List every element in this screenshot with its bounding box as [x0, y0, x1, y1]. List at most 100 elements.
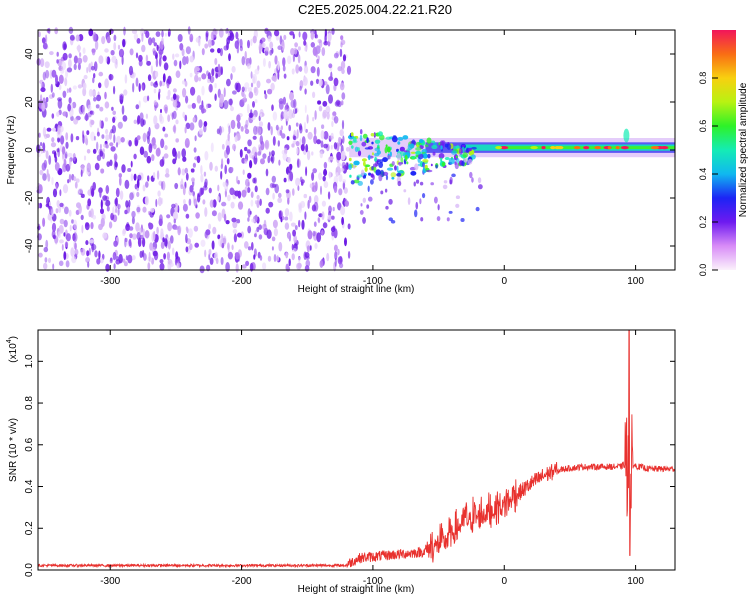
noise-blob — [227, 35, 232, 41]
noise-blob — [222, 237, 227, 245]
noise-blob — [166, 95, 171, 100]
noise-blob — [311, 172, 315, 181]
noise-blob — [181, 48, 185, 57]
noise-blob — [299, 125, 303, 134]
noise-blob — [337, 248, 340, 256]
onset-blob — [400, 156, 404, 164]
noise-blob — [147, 135, 150, 145]
noise-blob — [138, 100, 141, 109]
colorbar-ticks: 0.0 0.2 0.4 0.6 0.8 — [698, 72, 718, 276]
noise-blob — [41, 162, 47, 171]
noise-blob — [50, 83, 53, 93]
noise-blob — [90, 131, 95, 142]
noise-blob — [167, 114, 171, 122]
noise-blob — [164, 173, 170, 178]
onset-blob-low — [454, 162, 459, 170]
noise-blob — [47, 27, 51, 35]
noise-blob — [272, 111, 278, 121]
noise-blob — [160, 108, 162, 114]
noise-blob — [250, 71, 253, 79]
noise-blob — [153, 143, 157, 150]
noise-blob — [45, 97, 49, 103]
noise-blob — [306, 114, 309, 124]
noise-blob — [244, 82, 250, 90]
signal-peak — [660, 146, 669, 150]
noise-blob — [135, 104, 140, 110]
noise-blob — [136, 38, 141, 44]
noise-blob — [201, 100, 204, 109]
noise-blob — [138, 59, 143, 67]
noise-blob — [59, 202, 64, 208]
noise-blob — [147, 74, 152, 82]
noise-blob — [321, 211, 325, 221]
noise-blob — [326, 111, 330, 120]
noise-blob — [196, 193, 201, 203]
signal-peak — [607, 146, 611, 150]
onset-blob — [370, 179, 374, 185]
noise-blob — [217, 184, 220, 192]
noise-blob — [128, 238, 132, 247]
noise-blob — [135, 222, 140, 232]
noise-blob — [167, 75, 172, 85]
noise-blob — [57, 124, 61, 135]
noise-blob — [211, 210, 217, 217]
noise-blob — [174, 151, 178, 161]
noise-blob — [63, 219, 68, 228]
noise-blob — [274, 55, 278, 65]
onset-blob — [370, 173, 374, 178]
noise-blob — [72, 85, 77, 90]
noise-blob — [38, 184, 43, 194]
noise-blob — [73, 219, 78, 230]
noise-blob — [182, 111, 185, 119]
noise-blob — [137, 237, 142, 247]
noise-blob — [267, 35, 272, 42]
colorbar-label: Normalized spectral amplitude — [738, 82, 749, 217]
noise-blob — [292, 140, 297, 145]
noise-blob — [293, 98, 297, 109]
noise-blob — [242, 97, 248, 103]
noise-blob — [342, 135, 345, 144]
noise-blob — [337, 136, 342, 144]
noise-blob — [323, 161, 328, 169]
noise-blob — [230, 106, 234, 112]
noise-blob — [161, 37, 164, 45]
noise-blob — [102, 148, 105, 153]
noise-blob — [337, 202, 342, 211]
noise-blob — [305, 166, 308, 177]
onset-blob-low — [449, 179, 452, 185]
noise-blob — [267, 88, 273, 95]
noise-blob — [48, 257, 51, 264]
noise-blob — [69, 34, 75, 41]
noise-blob — [279, 129, 283, 136]
onset-blob-low — [471, 177, 474, 183]
noise-blob — [333, 77, 339, 87]
noise-blob — [99, 258, 104, 264]
onset-blob-low — [403, 189, 407, 193]
onset-blob-low — [419, 198, 422, 205]
onset-blob-low — [390, 220, 396, 224]
onset-blob — [364, 164, 371, 168]
noise-blob — [253, 254, 256, 260]
noise-blob — [221, 158, 224, 168]
noise-blob — [133, 119, 137, 125]
noise-blob — [63, 251, 67, 261]
onset-blob — [385, 136, 392, 140]
noise-blob — [93, 61, 98, 72]
noise-blob — [278, 159, 281, 166]
noise-blob — [80, 193, 85, 198]
noise-blob — [289, 163, 293, 170]
noise-blob — [271, 104, 274, 111]
noise-blob — [153, 230, 156, 241]
noise-blob — [267, 155, 271, 164]
onset-blob-low — [398, 162, 402, 166]
noise-blob — [185, 56, 189, 65]
noise-blob — [182, 87, 187, 98]
noise-blob — [242, 169, 245, 175]
noise-blob — [284, 216, 289, 221]
noise-blob — [327, 32, 332, 42]
noise-blob — [226, 145, 230, 155]
noise-blob — [322, 100, 328, 107]
noise-blob — [346, 65, 352, 75]
noise-blob — [132, 82, 135, 93]
noise-blob — [156, 170, 160, 180]
